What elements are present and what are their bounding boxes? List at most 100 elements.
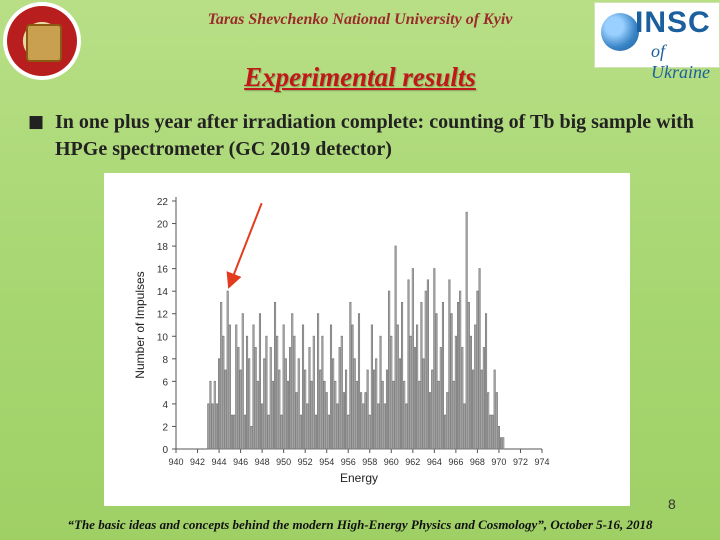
spectrum-bar (362, 403, 365, 450)
spectrum-bar (353, 358, 356, 450)
bullet-icon: ■ (28, 112, 45, 132)
insc-logo-text: INSC (635, 6, 711, 39)
spectrum-bar (476, 290, 479, 450)
spectrum-bar (282, 324, 285, 450)
spectrum-bar (439, 347, 442, 450)
spectrum-bar (452, 380, 455, 450)
spectrum-bar (368, 414, 371, 450)
spectrum-bar (215, 403, 218, 450)
y-tick-label: 22 (157, 197, 169, 208)
spectrum-bar (321, 335, 324, 450)
spectrum-bar (500, 437, 503, 450)
spectrum-chart-svg: 0 2 4 6 8 10 12 14 16 18 20 22 940 942 944 946 948 950 952… (133, 197, 550, 485)
spectrum-bar (254, 347, 257, 450)
y-tick-label: 14 (157, 287, 169, 298)
spectrum-bar (246, 335, 249, 450)
spectrum-bar (334, 380, 337, 450)
spectrum-bar (265, 335, 268, 450)
spectrum-bar (390, 335, 393, 450)
y-tick-label: 18 (157, 242, 169, 253)
spectrum-bar (213, 380, 216, 450)
x-tick-label: 970 (491, 457, 506, 467)
spectrum-bar (351, 324, 354, 450)
spectrum-bar (222, 335, 225, 450)
spectrum-bar (301, 324, 305, 450)
spectrum-bar (252, 324, 255, 450)
x-tick-label: 942 (190, 457, 205, 467)
spectrum-bar (355, 380, 358, 450)
spectrum-bar (405, 403, 408, 450)
spectrum-bar (289, 347, 292, 450)
spectrum-bar (454, 335, 457, 450)
spectrum-bar (261, 403, 264, 450)
footer-text: “The basic ideas and concepts behind the… (67, 517, 653, 532)
spectrum-bar (327, 414, 330, 450)
spectrum-bar (284, 358, 287, 450)
spectrum-bar (411, 268, 414, 450)
spectrum-bar (474, 324, 477, 450)
spectrum-bar (448, 279, 451, 450)
spectrum-bar (388, 290, 391, 450)
spectrum-bar (366, 369, 369, 450)
spectrum-bar (459, 290, 462, 450)
spectrum-bar (409, 335, 412, 450)
y-tick-label: 10 (157, 332, 169, 343)
spectrum-bar (224, 369, 227, 450)
spectrum-bar (491, 414, 494, 450)
insc-logo: INSC of Ukraine (594, 2, 720, 82)
spectrum-bar (489, 414, 492, 450)
spectrum-bar (469, 335, 472, 450)
spectrum-bar (207, 403, 210, 450)
x-tick-label: 956 (341, 457, 356, 467)
spectrum-bar (233, 414, 236, 450)
y-tick-label: 16 (157, 265, 169, 276)
seal-building-icon (26, 24, 62, 62)
spectrum-bar (304, 369, 307, 450)
spectrum-bar (396, 324, 399, 450)
x-tick-label: 946 (233, 457, 248, 467)
spectrum-bar (319, 369, 322, 450)
insc-logo-subtext: of Ukraine (651, 41, 710, 82)
y-tick-label: 6 (162, 377, 168, 388)
spectrum-bar (243, 414, 246, 450)
y-tick-label: 8 (162, 355, 168, 366)
spectrum-bar (332, 358, 335, 450)
spectrum-bar (336, 403, 339, 450)
spectrum-bar (480, 369, 483, 450)
spectrum-bar (383, 403, 386, 450)
spectrum-bar (345, 369, 348, 450)
spectrum-bar (370, 324, 373, 450)
spectrum-bar (220, 302, 223, 450)
spectrum-bar (338, 347, 341, 450)
spectrum-bar (256, 380, 259, 450)
spectrum-bar (435, 313, 438, 450)
spectrum-bar (364, 392, 367, 450)
spectrum-bar (437, 380, 440, 450)
spectrum-bar (237, 347, 240, 450)
spectrum-bar (418, 380, 421, 450)
x-tick-label: 940 (168, 457, 183, 467)
spectrum-bar (467, 302, 470, 450)
spectrum-bar (314, 414, 317, 450)
slide-title: Experimental results (244, 62, 476, 92)
spectrum-bar (310, 380, 313, 450)
spectrum-bar (228, 324, 231, 450)
spectrum-bar (497, 426, 500, 450)
spectrum-bar (456, 302, 460, 450)
spectrum-bar (407, 279, 410, 450)
spectrum-bar (299, 414, 302, 450)
spectrum-bar (487, 392, 490, 450)
spectrum-bar (416, 324, 419, 450)
spectrum-bar (323, 380, 326, 450)
spectrum-bar (375, 358, 378, 450)
spectrum-bar (482, 347, 485, 450)
spectrum-bar (394, 245, 397, 450)
spectrum-bar (401, 302, 404, 450)
page-number: 8 (668, 496, 676, 512)
spectrum-bar (420, 302, 423, 450)
spectrum-bar (349, 302, 352, 450)
x-tick-label: 972 (513, 457, 528, 467)
spectrum-bar (413, 347, 417, 450)
spectrum-bar (230, 414, 234, 450)
y-tick-label: 20 (157, 220, 169, 231)
